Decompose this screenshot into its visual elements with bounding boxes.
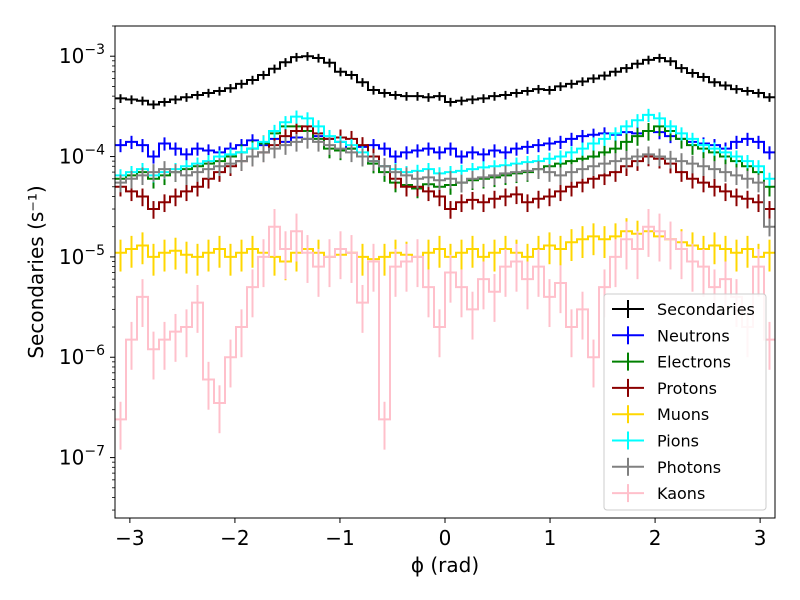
legend-item: Kaons (612, 484, 705, 503)
x-tick-label: 0 (439, 526, 452, 550)
series-line (115, 125, 775, 211)
y-tick-label: 10−3 (59, 42, 105, 68)
x-tick-label: −3 (115, 526, 144, 550)
legend-label: Secondaries (657, 300, 755, 319)
series-line (115, 137, 775, 228)
x-tick-label: 1 (544, 526, 557, 550)
series-photons (115, 130, 775, 237)
legend-label: Photons (657, 458, 721, 477)
series-line (115, 129, 775, 158)
x-tick-label: −1 (325, 526, 354, 550)
series-secondaries (115, 52, 775, 110)
legend: Secondaries Neutrons Electrons Protons Muons… (603, 293, 767, 511)
y-tick-label: 10−5 (59, 243, 105, 269)
legend-label: Neutrons (657, 326, 730, 345)
y-tick-label: 10−6 (59, 343, 105, 369)
legend-item: Electrons (612, 352, 731, 372)
legend-item: Neutrons (612, 326, 730, 345)
y-axis: 10−3 10−4 10−5 10−6 10−7 (59, 25, 115, 511)
legend-item: Muons (612, 405, 709, 424)
legend-label: Electrons (657, 353, 731, 372)
x-axis-label: ϕ (rad) (411, 553, 479, 577)
x-tick-label: −2 (220, 526, 249, 550)
series-line (115, 125, 775, 190)
y-tick-label: 10−7 (59, 444, 105, 470)
series-line (115, 113, 775, 180)
legend-label: Pions (657, 432, 699, 451)
legend-box (603, 293, 767, 511)
x-tick-label: 3 (754, 526, 767, 550)
series-line (115, 55, 775, 106)
legend-label: Kaons (657, 484, 705, 503)
legend-item: Protons (612, 378, 717, 398)
legend-label: Protons (657, 379, 717, 398)
y-tick-label: 10−4 (59, 143, 105, 169)
x-axis: −3 −2 −1 0 1 2 3 (115, 518, 766, 550)
legend-label: Muons (657, 405, 709, 424)
series-line (115, 225, 775, 421)
x-tick-label: 2 (649, 526, 662, 550)
legend-item: Secondaries (612, 300, 755, 319)
legend-item: Photons (612, 457, 721, 477)
y-axis-label: Secondaries (s⁻¹) (24, 185, 48, 358)
legend-item: Pions (612, 431, 699, 451)
